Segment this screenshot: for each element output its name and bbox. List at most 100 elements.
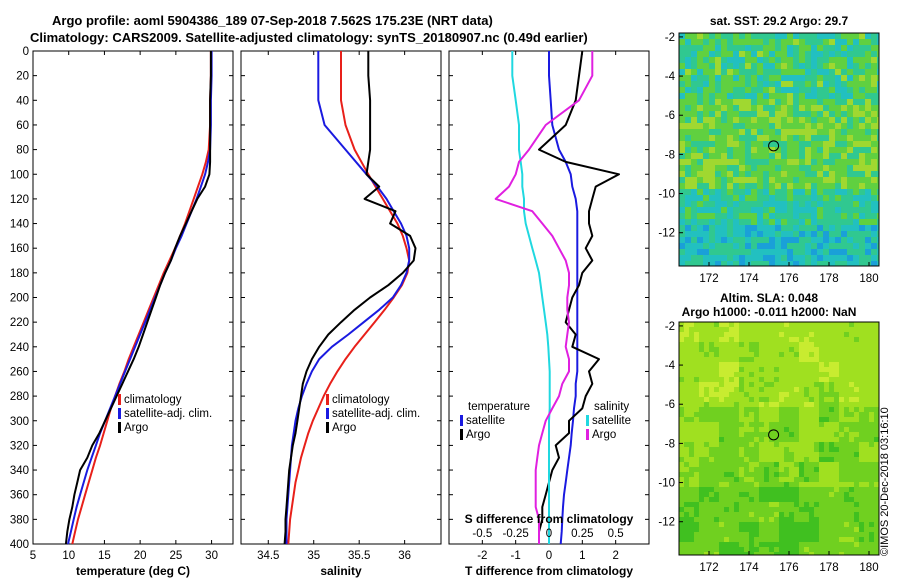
sst_map-cell — [799, 207, 805, 213]
sla_map-cell — [714, 532, 719, 537]
sst_map-cell — [733, 117, 739, 123]
sla_map-cell — [769, 497, 774, 502]
sla_map-cell — [719, 417, 724, 422]
sst_map-cell — [679, 207, 685, 213]
sst_map-cell — [709, 39, 715, 45]
sla_map-cell — [819, 332, 824, 337]
sst_map-cell — [865, 33, 871, 39]
sst_map-cell — [727, 261, 733, 266]
sst_map-cell — [823, 51, 829, 57]
sst_map-cell — [829, 159, 835, 165]
sst_map-cell — [805, 33, 811, 39]
sla_map-cell — [739, 422, 744, 427]
sla_map-cell — [799, 387, 804, 392]
sla_map-cell — [814, 472, 819, 477]
sla_map-cell — [799, 422, 804, 427]
sst_map-cell — [841, 213, 847, 219]
sla_map-cell — [694, 387, 699, 392]
sla_map-cell — [714, 352, 719, 357]
sla_map-cell — [714, 507, 719, 512]
sla_map-cell — [854, 487, 859, 492]
sla_map-cell — [809, 337, 814, 342]
sla_map-cell — [744, 422, 749, 427]
sla_map-cell — [824, 512, 829, 517]
sst_map-cell — [763, 177, 769, 183]
sla_map-cell — [834, 402, 839, 407]
sla_map-cell — [699, 427, 704, 432]
sla_map-cell — [874, 522, 879, 527]
sla_map-cell — [874, 552, 879, 555]
sst_map-cell — [859, 171, 865, 177]
sla_map-cell — [799, 477, 804, 482]
sst_map-cell — [847, 147, 853, 153]
sla_map-cell — [849, 482, 854, 487]
sst_map-cell — [709, 237, 715, 243]
sla_map-cell — [874, 422, 879, 427]
sla_map-cell — [874, 362, 879, 367]
sla_map-cell — [839, 407, 844, 412]
sst_map-cell — [691, 141, 697, 147]
sst_map-cell — [805, 147, 811, 153]
sla_map-cell — [849, 392, 854, 397]
sla_map-cell — [754, 422, 759, 427]
sla_map-cell — [794, 437, 799, 442]
sla_map-cell — [714, 407, 719, 412]
sst_map-cell — [829, 117, 835, 123]
sst_map-cell — [841, 99, 847, 105]
sla_map-cell — [794, 537, 799, 542]
sst_map-cell — [811, 135, 817, 141]
sla_map-cell — [684, 367, 689, 372]
sla_map-cell — [794, 452, 799, 457]
sst_map-cell — [829, 183, 835, 189]
sst_map-cell — [715, 171, 721, 177]
sst_map-cell — [841, 171, 847, 177]
sla_map-cell — [739, 467, 744, 472]
sla_map-cell — [749, 542, 754, 547]
sst_map-cell — [721, 93, 727, 99]
sst_map-cell — [679, 171, 685, 177]
sla_map-cell — [849, 492, 854, 497]
sst_map-cell — [733, 177, 739, 183]
sst_map-cell — [817, 261, 823, 266]
sst_map-cell — [835, 51, 841, 57]
sla_map-cell — [709, 457, 714, 462]
sst_map-cell — [733, 183, 739, 189]
sla_map-cell — [739, 417, 744, 422]
sla_map-cell — [784, 432, 789, 437]
sla_map-cell — [769, 382, 774, 387]
sst_map-cell — [751, 57, 757, 63]
sst_map-cell — [835, 105, 841, 111]
sla_map-cell — [809, 417, 814, 422]
sst_map-cell — [871, 219, 877, 225]
sst_map-cell — [805, 105, 811, 111]
sla_map-cell — [739, 462, 744, 467]
sst_map-cell — [769, 177, 775, 183]
sst_map-cell — [811, 183, 817, 189]
sla_map-cell — [789, 357, 794, 362]
sst_map-cell — [697, 57, 703, 63]
sst_map-cell — [847, 105, 853, 111]
sst_map-cell — [751, 255, 757, 261]
sla_map-cell — [764, 482, 769, 487]
sla_map-cell — [794, 322, 799, 327]
sst_map-cell — [733, 45, 739, 51]
salinity-xlabel: salinity — [320, 564, 362, 578]
sst_map-cell — [709, 183, 715, 189]
sla_map-cell — [719, 442, 724, 447]
sla_map-cell — [839, 522, 844, 527]
sla_map-cell — [759, 547, 764, 552]
sla_map-cell — [679, 437, 684, 442]
sla_map-cell — [834, 447, 839, 452]
sst_map-cell — [709, 117, 715, 123]
sst_map-cell — [739, 237, 745, 243]
sla_map-cell — [834, 432, 839, 437]
sla_map-cell — [774, 402, 779, 407]
sla_map-cell — [799, 342, 804, 347]
sst_map-cell — [745, 87, 751, 93]
sst_map-cell — [757, 105, 763, 111]
sla_map-cell — [699, 537, 704, 542]
sst_map-cell — [811, 201, 817, 207]
sla_map-cell — [869, 537, 874, 542]
sla_map-cell — [689, 537, 694, 542]
sla_map-cell — [789, 477, 794, 482]
